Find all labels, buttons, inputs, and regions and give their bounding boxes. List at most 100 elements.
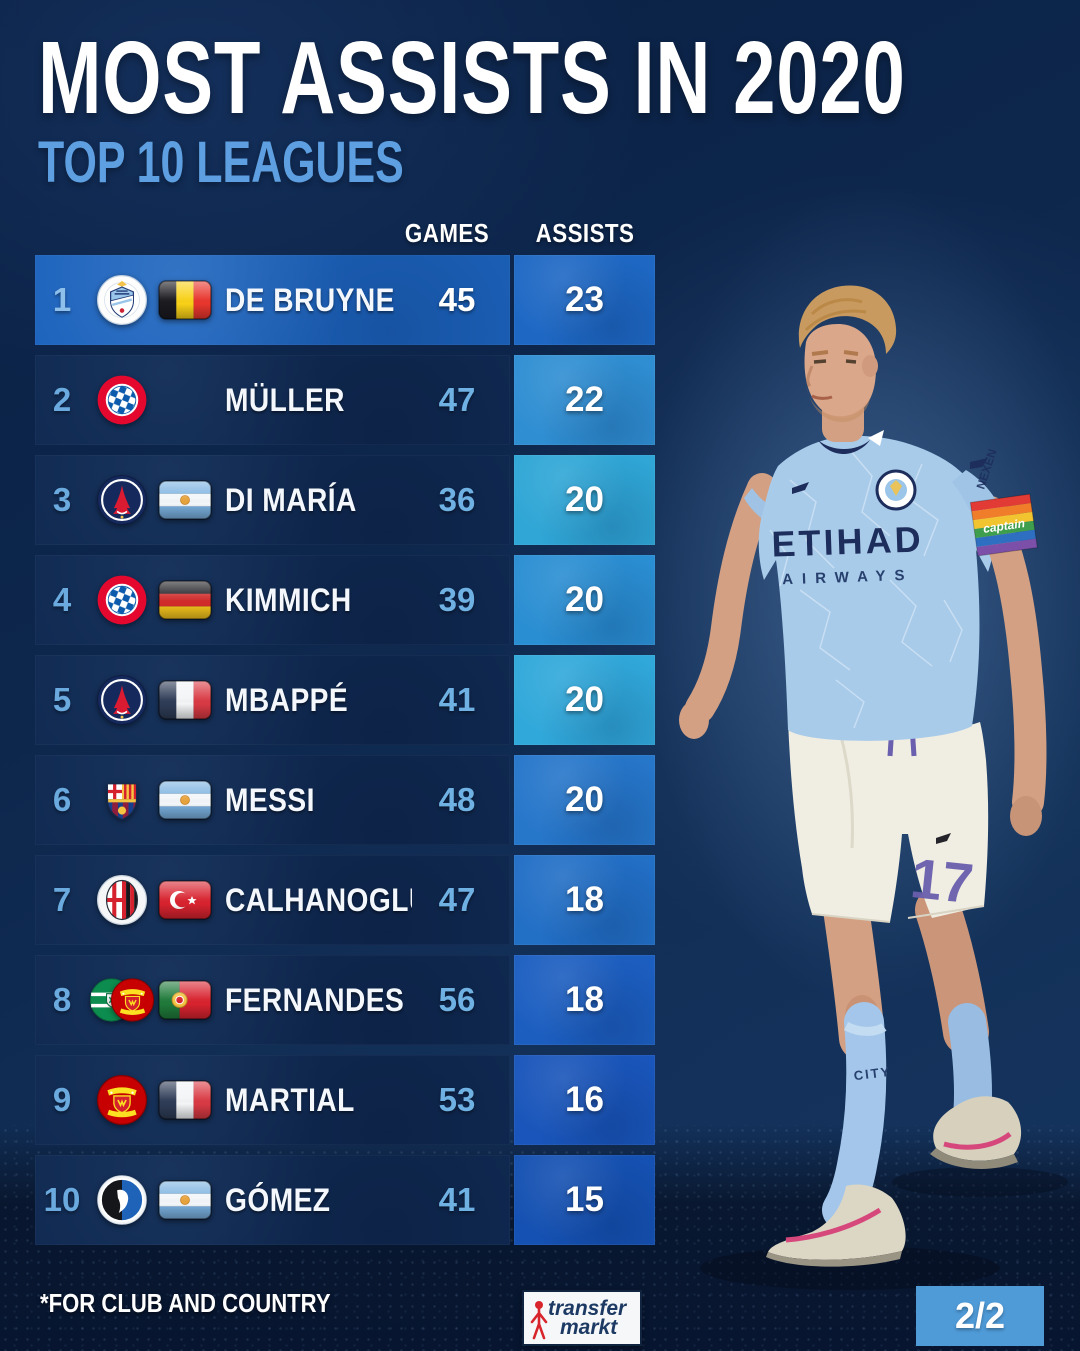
assists-cell: 20	[514, 655, 655, 745]
games-value: 53	[438, 1081, 476, 1118]
logo-line1: transfer	[548, 1296, 627, 1320]
turkey-flag-icon	[155, 880, 215, 920]
player-name: GÓMEZ	[225, 1181, 331, 1218]
assists-cell: 18	[514, 955, 655, 1045]
games-value: 48	[438, 781, 476, 818]
assists-value: 20	[565, 480, 604, 519]
man-city-badge-icon	[89, 274, 155, 326]
player-name: MBAPPÉ	[225, 681, 349, 718]
row-rank: 4	[52, 581, 72, 618]
player-name: DE BRUYNE	[225, 281, 395, 318]
armband-text: captain	[982, 516, 1026, 536]
player-name: CALHANOGLU	[225, 881, 412, 918]
row-rank: 7	[52, 881, 72, 918]
portugal-flag-icon	[155, 980, 215, 1020]
transfermarkt-figure-icon	[530, 1301, 548, 1340]
player-name: MÜLLER	[225, 381, 345, 418]
footer-note: *FOR CLUB AND COUNTRY	[40, 1288, 331, 1318]
argentina-flag-icon	[155, 780, 215, 820]
table-row-main: 4 KIMMICH 39	[35, 555, 510, 645]
assists-value: 22	[565, 380, 604, 419]
games-value: 56	[438, 981, 476, 1018]
table-row: 5 MBAPPÉ 41 20	[35, 655, 655, 745]
assists-cell: 23	[514, 255, 655, 345]
player-photo: CITY 17 ETIHAD AIRWAYS	[679, 285, 1068, 1290]
games-value: 47	[438, 881, 476, 918]
assists-cell: 22	[514, 355, 655, 445]
table-row: 2 MÜLLER 47 22	[35, 355, 655, 445]
argentina-flag-icon	[155, 480, 215, 520]
table-row-main: 7 CALHANOGLU 47	[35, 855, 510, 945]
assists-value: 18	[565, 980, 604, 1019]
bayern-badge-icon	[89, 374, 155, 426]
games-value: 41	[438, 1181, 476, 1218]
col-header-assists: ASSISTS	[535, 218, 635, 248]
france-flag-icon	[155, 680, 215, 720]
row-rank: 6	[52, 781, 72, 818]
table-row-main: 8 FERNANDES 56	[35, 955, 510, 1045]
table-row: 6 MESSI 48 20	[35, 755, 655, 845]
table-row-main: 6 MESSI 48	[35, 755, 510, 845]
table-row-main: 9 MARTIAL 53	[35, 1055, 510, 1145]
player-name: DI MARÍA	[225, 481, 357, 518]
games-value: 36	[438, 481, 476, 518]
psg-badge-icon	[89, 674, 155, 726]
games-value: 41	[438, 681, 476, 718]
logo-line2: markt	[560, 1316, 618, 1339]
assists-cell: 20	[514, 755, 655, 845]
col-header-games: GAMES	[404, 218, 490, 248]
atalanta-badge-icon	[89, 1174, 155, 1226]
table-row: 9 MARTIAL 53 16	[35, 1055, 655, 1145]
captain-armband: captain	[969, 493, 1038, 557]
stats-table: 1 DE BRUYNE 45 23 2 MÜLLER 47 22 3	[35, 255, 655, 1245]
argentina-flag-icon	[155, 1180, 215, 1220]
assists-cell: 15	[514, 1155, 655, 1245]
row-rank: 10	[43, 1181, 81, 1218]
sock-text: CITY	[853, 1064, 892, 1083]
psg-badge-icon	[89, 474, 155, 526]
page-title: MOST ASSISTS IN 2020	[38, 20, 906, 135]
assists-value: 16	[565, 1080, 604, 1119]
table-row: 4 KIMMICH 39 20	[35, 555, 655, 645]
games-value: 45	[438, 281, 476, 318]
table-row-main: 3 DI MARÍA 36	[35, 455, 510, 545]
row-rank: 9	[52, 1081, 72, 1118]
player-name: KIMMICH	[225, 581, 352, 618]
table-row: 3 DI MARÍA 36 20	[35, 455, 655, 545]
sleeve-sponsor-text: NEXEN	[974, 447, 1000, 491]
table-row: 1 DE BRUYNE 45 23	[35, 255, 655, 345]
assists-value: 23	[565, 280, 604, 319]
page-subtitle: TOP 10 LEAGUES	[38, 130, 404, 195]
table-row-main: 5 MBAPPÉ 41	[35, 655, 510, 745]
assists-value: 20	[565, 780, 604, 819]
table-row: 7 CALHANOGLU 47 18	[35, 855, 655, 945]
row-rank: 1	[52, 281, 72, 318]
table-row-main: 1 DE BRUYNE 45	[35, 255, 510, 345]
shirt-sponsor-line2: AIRWAYS	[782, 567, 914, 589]
man-united-badge-icon	[89, 1074, 155, 1126]
france-flag-icon	[155, 1080, 215, 1120]
shirt-sponsor-line1: ETIHAD	[771, 518, 924, 564]
games-value: 47	[438, 381, 476, 418]
row-rank: 8	[52, 981, 72, 1018]
player-name: FERNANDES	[225, 981, 405, 1018]
assists-value: 15	[565, 1180, 604, 1219]
assists-cell: 20	[514, 555, 655, 645]
row-rank: 5	[52, 681, 72, 718]
sporting-man-united-badge-icon	[89, 977, 155, 1023]
table-row-main: 10 GÓMEZ 41	[35, 1155, 510, 1245]
assists-value: 18	[565, 880, 604, 919]
milan-badge-icon	[89, 874, 155, 926]
player-name: MESSI	[225, 781, 315, 818]
table-row: 8 FERNANDES 56 18	[35, 955, 655, 1045]
assists-value: 20	[565, 680, 604, 719]
germany-flag-icon	[155, 580, 215, 620]
table-row: 10 GÓMEZ 41 15	[35, 1155, 655, 1245]
transfermarkt-logo: transfer markt	[522, 1290, 642, 1346]
table-row-main: 2 MÜLLER 47	[35, 355, 510, 445]
page-number-badge: 2/2	[916, 1286, 1044, 1346]
assists-cell: 16	[514, 1055, 655, 1145]
games-value: 39	[438, 581, 476, 618]
assists-cell: 20	[514, 455, 655, 545]
